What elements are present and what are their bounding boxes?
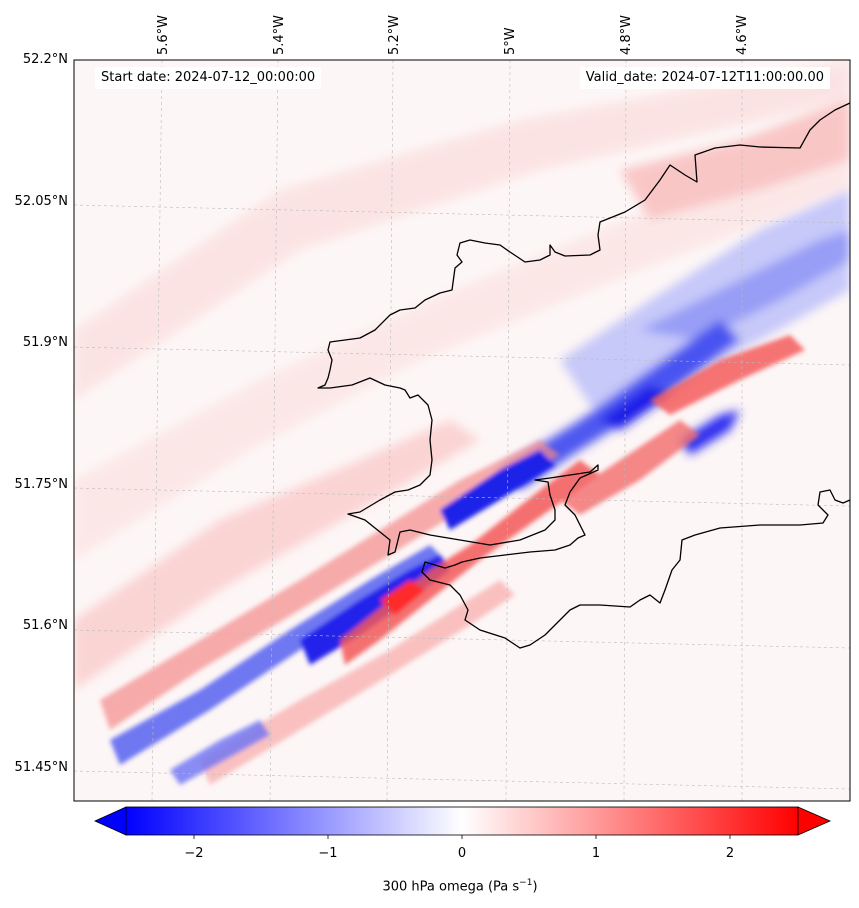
lon-label-4-8w: 4.8°W — [619, 14, 634, 55]
colorbar-tick: 2 — [725, 846, 735, 861]
colorbar-label-exponent: −1 — [519, 878, 533, 888]
lat-label-51-75: 51.75°N — [14, 477, 68, 492]
colorbar-tick: −1 — [318, 846, 338, 861]
colorbar-tick: −2 — [184, 846, 204, 861]
valid-date-label: Valid_date: 2024-07-12T11:00:00.00 — [579, 67, 830, 89]
lon-label-4-6w: 4.6°W — [735, 14, 750, 55]
lon-label-5w: 5°W — [503, 27, 518, 55]
lat-label-51-9: 51.9°N — [22, 335, 68, 350]
colorbar-tick: 0 — [457, 846, 467, 861]
colorbar — [94, 806, 831, 839]
map-frame — [73, 59, 851, 802]
omega-field — [74, 60, 850, 801]
lat-label-51-6: 51.6°N — [22, 618, 68, 633]
colorbar-tick: 1 — [591, 846, 601, 861]
lon-label-5-4w: 5.4°W — [272, 14, 287, 55]
start-date-label: Start date: 2024-07-12_00:00:00 — [95, 67, 322, 89]
lat-label-52-2: 52.2°N — [22, 52, 68, 67]
colorbar-label: 300 hPa omega (Pa s−1) — [300, 878, 620, 894]
colorbar-label-close: ) — [532, 879, 538, 895]
colorbar-label-main: 300 hPa omega (Pa s — [382, 879, 520, 895]
lat-label-52-05: 52.05°N — [14, 194, 68, 209]
lon-label-5-2w: 5.2°W — [387, 14, 402, 55]
lat-label-51-45: 51.45°N — [14, 760, 68, 775]
lon-label-5-6w: 5.6°W — [156, 14, 171, 55]
coastline — [317, 102, 850, 649]
